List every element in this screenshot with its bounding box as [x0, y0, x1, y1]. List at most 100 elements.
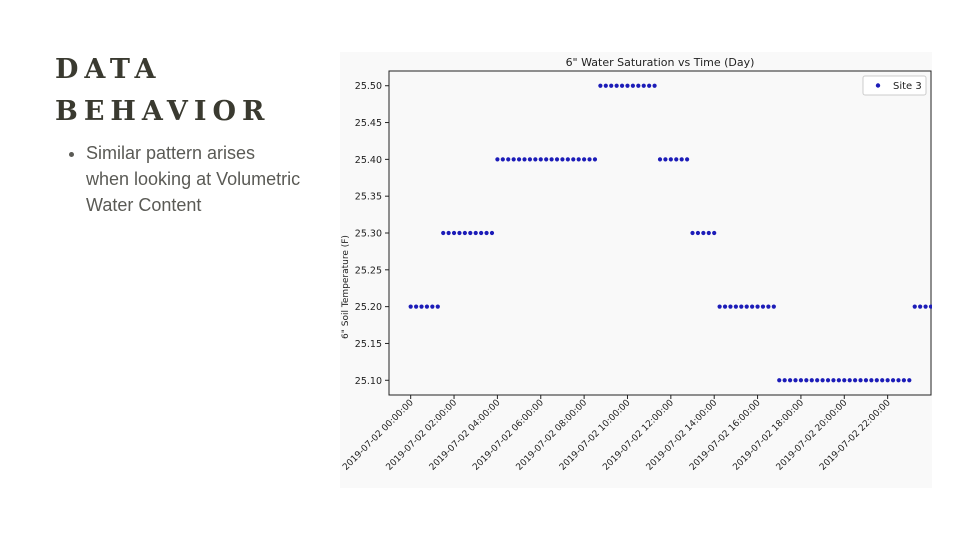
data-point [787, 378, 793, 383]
data-point [836, 378, 841, 383]
data-point [717, 304, 722, 309]
y-tick-label: 25.10 [355, 376, 382, 387]
data-point [712, 230, 717, 236]
bullet-item: Similar pattern arises when looking at V… [86, 140, 301, 218]
data-point [847, 378, 852, 383]
x-tick-label: 2019-07-02 18:00:00 [731, 398, 806, 473]
data-point [766, 304, 771, 309]
data-point [880, 378, 885, 383]
data-point [457, 230, 462, 236]
data-point [484, 230, 489, 236]
data-point [685, 157, 690, 162]
data-point [912, 304, 917, 309]
scatter-chart: 6" Water Saturation vs Time (Day) 6" Soi… [341, 56, 939, 473]
data-point [430, 304, 435, 309]
data-point [809, 378, 814, 383]
data-point [918, 304, 923, 309]
y-tick-label: 25.45 [355, 118, 382, 129]
data-point [408, 304, 413, 309]
data-point [706, 230, 711, 236]
data-point [603, 83, 608, 88]
data-point [625, 83, 630, 88]
data-point [874, 378, 879, 383]
slide-title-line-1: DATA [55, 54, 162, 85]
data-point [544, 157, 549, 162]
x-tick-label: 2019-07-02 14:00:00 [645, 398, 720, 473]
data-point [560, 157, 565, 162]
legend-box [862, 75, 927, 96]
data-point [619, 83, 625, 88]
data-point [636, 83, 641, 88]
data-point [804, 378, 809, 383]
series-site-3 [408, 83, 939, 383]
data-point [582, 157, 587, 162]
legend-marker [875, 83, 881, 88]
data-point [435, 304, 440, 309]
data-point [522, 157, 527, 162]
x-tick-label: 2019-07-02 10:00:00 [558, 398, 633, 473]
x-tick-label: 2019-07-02 00:00:00 [341, 398, 416, 473]
data-point [527, 157, 533, 162]
data-point [451, 230, 457, 236]
y-axis: 25.10 25.15 25.20 25.25 25.30 25.35 25.40 25.45… [355, 81, 389, 387]
y-tick-label: 25.20 [355, 302, 382, 313]
data-point [630, 83, 635, 88]
data-point [647, 83, 652, 88]
data-point [614, 83, 619, 88]
data-point [755, 304, 760, 309]
data-point [609, 83, 614, 88]
data-point [777, 378, 782, 383]
data-point [896, 378, 901, 383]
data-point [890, 378, 896, 383]
data-point [473, 230, 478, 236]
data-point [733, 304, 738, 309]
data-point [701, 230, 706, 236]
data-point [571, 157, 576, 162]
data-point [831, 378, 836, 383]
data-point [842, 378, 847, 383]
data-point [506, 157, 511, 162]
data-point [441, 230, 446, 236]
data-point [885, 378, 890, 383]
data-point [690, 230, 695, 236]
x-tick-label: 2019-07-02 12:00:00 [601, 398, 676, 473]
data-point [923, 304, 928, 309]
data-point [516, 157, 522, 162]
data-point [782, 378, 787, 383]
data-point [587, 157, 592, 162]
data-point [652, 83, 657, 88]
data-point [760, 304, 766, 309]
chart-panel: 6" Water Saturation vs Time (Day) 6" Soi… [340, 52, 939, 488]
data-point [479, 230, 484, 236]
data-point [744, 304, 749, 309]
data-point [907, 378, 912, 383]
y-tick-label: 25.25 [355, 265, 382, 276]
data-point [554, 157, 560, 162]
data-point [511, 157, 516, 162]
data-point [663, 157, 668, 162]
slide-title-line-2: BEHAVIOR [55, 96, 271, 127]
data-point [565, 157, 570, 162]
data-point [901, 378, 907, 383]
bullet-list: Similar pattern arises when looking at V… [68, 140, 301, 218]
data-point [446, 230, 451, 236]
data-point [771, 304, 776, 309]
data-point [722, 304, 728, 309]
data-point [500, 157, 505, 162]
data-point [739, 304, 744, 309]
legend-label-site-3: Site 3 [893, 81, 922, 92]
data-point [695, 230, 701, 236]
data-point [869, 378, 874, 383]
data-point [793, 378, 798, 383]
data-point [825, 378, 831, 383]
data-point [815, 378, 820, 383]
data-point [576, 157, 581, 162]
y-tick-label: 25.50 [355, 81, 382, 92]
y-tick-label: 25.15 [355, 339, 382, 350]
legend: Site 3 [862, 75, 927, 96]
data-point [863, 378, 869, 383]
x-tick-label: 2019-07-02 04:00:00 [428, 398, 503, 473]
data-point [728, 304, 733, 309]
y-tick-label: 25.35 [355, 192, 382, 203]
